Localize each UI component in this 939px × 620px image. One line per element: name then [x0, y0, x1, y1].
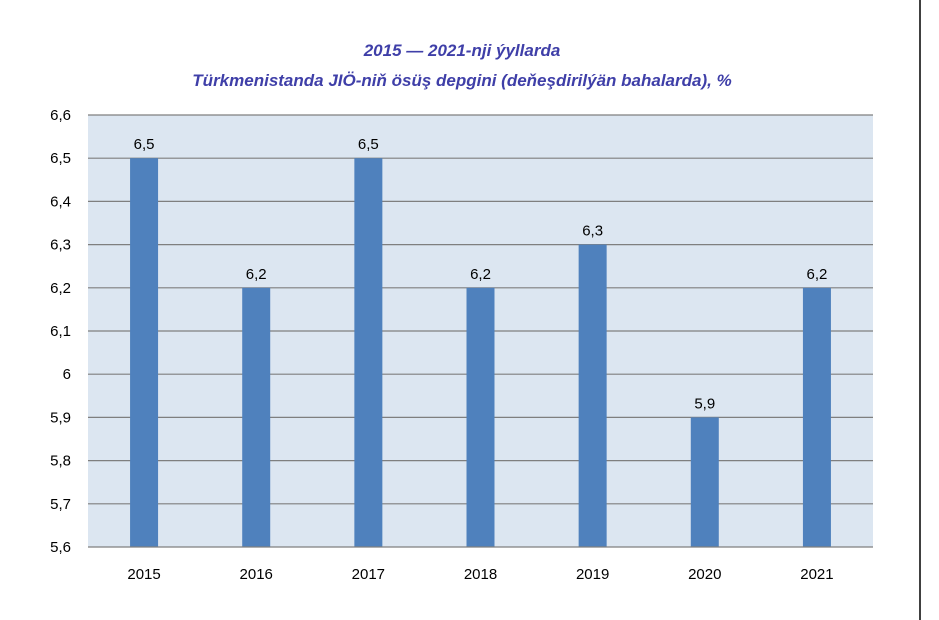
y-tick-label: 6,5	[50, 150, 71, 167]
y-tick-label: 6,4	[50, 193, 71, 210]
data-label: 6,2	[246, 266, 267, 283]
bar	[130, 158, 159, 547]
y-tick-label: 5,6	[50, 539, 71, 556]
y-tick-label: 6	[63, 366, 71, 383]
x-tick-label: 2016	[240, 566, 273, 583]
chart-title: 2015 — 2021-nji ýyllarda	[363, 41, 561, 60]
bar	[354, 158, 383, 547]
bars	[130, 158, 831, 547]
data-label: 6,2	[470, 266, 491, 283]
data-label: 6,5	[358, 136, 379, 153]
bar	[466, 287, 495, 547]
y-tick-label: 6,6	[50, 107, 71, 124]
data-labels: 6,5 6,2 6,5 6,2 6,3 5,9 6,2	[134, 136, 828, 412]
bar	[578, 244, 607, 547]
y-tick-label: 6,3	[50, 237, 71, 254]
y-tick-label: 5,8	[50, 453, 71, 470]
y-tick-label: 6,2	[50, 280, 71, 297]
data-label: 6,3	[582, 223, 603, 240]
x-tick-label: 2019	[576, 566, 609, 583]
x-tick-label: 2018	[464, 566, 497, 583]
data-label: 6,5	[134, 136, 155, 153]
data-label: 6,2	[806, 266, 827, 283]
x-tick-label: 2015	[127, 566, 160, 583]
data-label: 5,9	[694, 395, 715, 412]
bar	[242, 287, 271, 547]
chart-subtitle: Türkmenistanda JIÖ-niň ösüş depgini (deň…	[192, 71, 731, 90]
bar	[690, 417, 719, 547]
x-tick-label: 2017	[352, 566, 385, 583]
x-tick-label: 2020	[688, 566, 721, 583]
y-tick-label: 6,1	[50, 323, 71, 340]
x-tick-label: 2021	[800, 566, 833, 583]
y-tick-label: 5,7	[50, 496, 71, 513]
bar	[802, 287, 831, 547]
y-tick-label: 5,9	[50, 409, 71, 426]
x-axis-tick-labels: 2015 2016 2017 2018 2019 2020 2021	[127, 566, 833, 583]
y-axis-tick-labels: 5,6 5,7 5,8 5,9 6 6,1 6,2 6,3 6,4 6,5 6,6	[50, 107, 71, 556]
